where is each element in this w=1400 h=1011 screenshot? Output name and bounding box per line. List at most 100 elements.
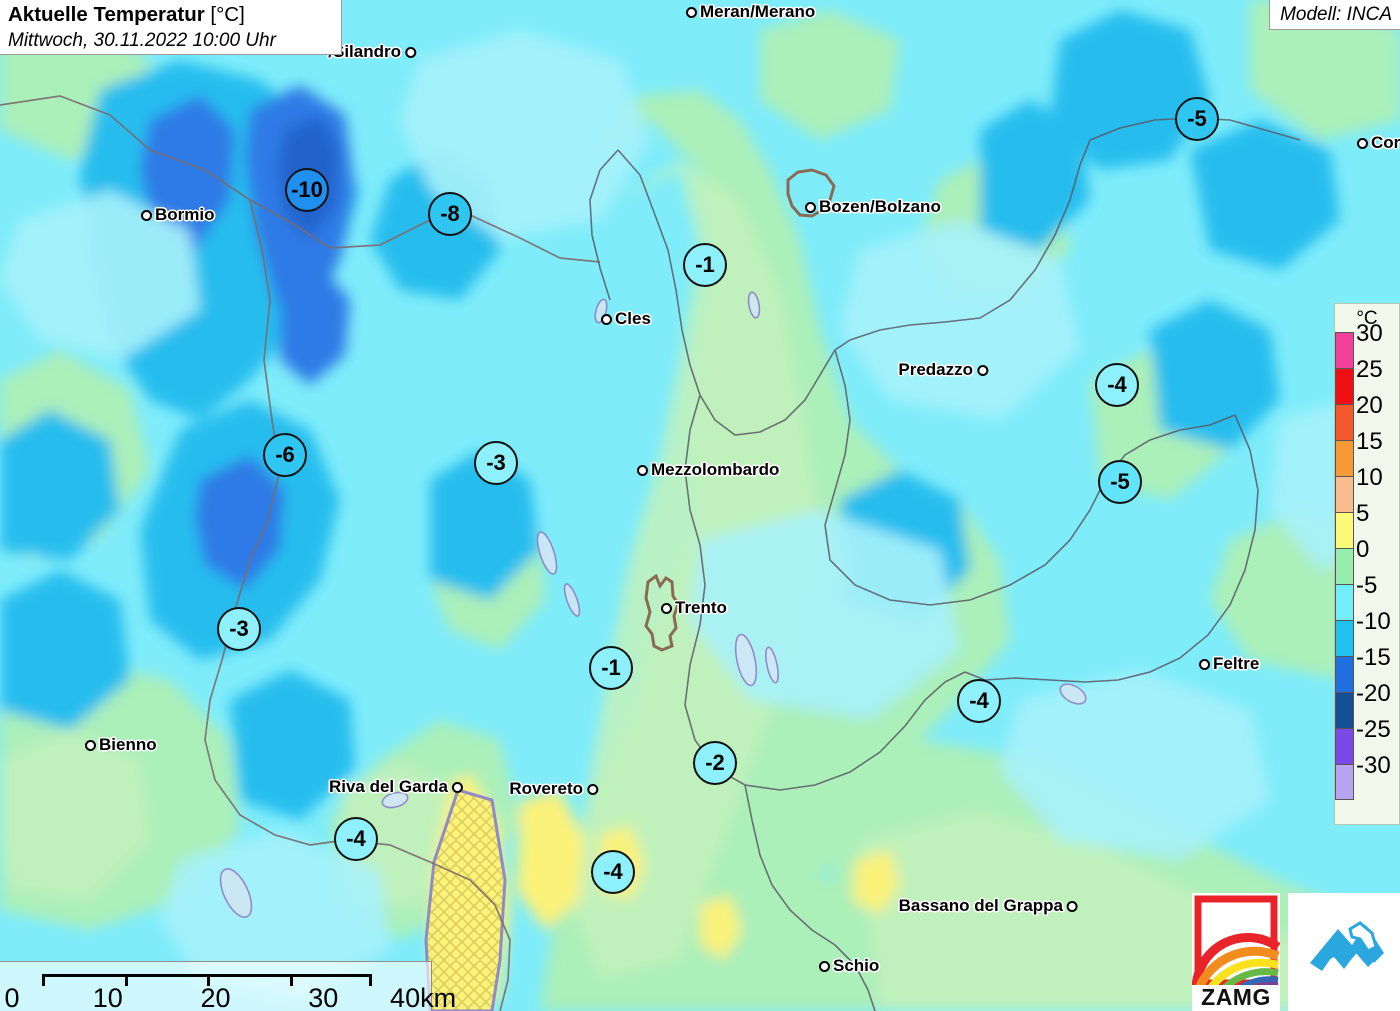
legend-row: -25 <box>1335 718 1399 764</box>
scale-tick <box>207 974 210 986</box>
title-main-text: Aktuelle Temperatur <box>8 3 205 26</box>
temperature-colorbar-legend[interactable]: °C 30 25 20 15 10 5 0 -5 -10 -15 -20 -25 -30 <box>1334 303 1400 825</box>
page-title: Aktuelle Temperatur [°C] <box>8 2 335 28</box>
city-name-text: Rovereto <box>509 779 583 798</box>
legend-color-swatch <box>1335 656 1354 692</box>
legend-color-swatch <box>1335 332 1354 368</box>
city-name-text: Feltre <box>1213 654 1260 673</box>
scale-tick-label: 30 <box>308 983 339 1011</box>
legend-color-swatch <box>1335 404 1354 440</box>
city-marker-icon <box>587 783 598 795</box>
legend-value-label: -15 <box>1356 644 1391 671</box>
city-name-text: Trento <box>675 598 727 617</box>
legend-row: 25 <box>1335 358 1399 404</box>
city-marker-icon <box>405 46 416 58</box>
legend-value-label: 5 <box>1356 500 1370 527</box>
city-label: /Silandro <box>328 43 416 61</box>
legend-color-swatch <box>1335 692 1354 728</box>
city-label: Bassano del Grappa <box>899 897 1078 915</box>
temperature-marker[interactable]: -3 <box>217 607 261 651</box>
city-label: Trento <box>661 599 727 617</box>
city-marker-icon <box>977 364 988 376</box>
scale-tick-label: 20 <box>200 983 231 1011</box>
legend-row: 15 <box>1335 430 1399 476</box>
city-label: Cles <box>601 310 651 328</box>
inca-logo[interactable] <box>1288 893 1400 1011</box>
legend-row: 30 <box>1335 322 1399 368</box>
legend-value-label: 15 <box>1356 428 1383 455</box>
scale-tick-labels: 0 10 20 30 40km <box>0 983 456 1011</box>
city-name-text: Cles <box>615 309 651 328</box>
scale-tick <box>124 974 128 986</box>
city-name-text: Predazzo <box>898 360 973 379</box>
city-name-text: Bienno <box>99 735 157 754</box>
temperature-marker[interactable]: -6 <box>263 433 307 477</box>
temperature-marker[interactable]: -4 <box>957 679 1001 723</box>
zamg-wordmark: ZAMG <box>1201 984 1271 1010</box>
legend-value-label: 20 <box>1356 392 1383 419</box>
city-name-text: Riva del Garda <box>328 777 448 796</box>
legend-color-swatch <box>1335 728 1354 764</box>
map-scale-bar: 0 10 20 30 40km <box>0 961 456 1011</box>
temperature-marker[interactable]: -2 <box>693 741 737 785</box>
legend-color-swatch <box>1335 440 1354 476</box>
legend-value-label: 30 <box>1356 320 1383 347</box>
temperature-marker[interactable]: -10 <box>285 168 329 212</box>
city-marker-icon <box>452 781 463 793</box>
temperature-marker[interactable]: -4 <box>334 817 378 861</box>
legend-value-label: 10 <box>1356 464 1383 491</box>
city-label: Bormio <box>141 206 215 224</box>
map-title-box: Aktuelle Temperatur [°C] Mittwoch, 30.11… <box>0 0 342 55</box>
city-label: Rovereto <box>509 780 598 798</box>
city-marker-icon <box>85 739 96 751</box>
city-boundary-outlines <box>644 168 836 652</box>
legend-row: 20 <box>1335 394 1399 440</box>
legend-color-swatch <box>1335 368 1354 404</box>
zamg-logo[interactable]: ZAMG <box>1192 893 1280 1011</box>
model-label-box: Modell: INCA <box>1269 0 1400 30</box>
temperature-marker[interactable]: -1 <box>589 646 633 690</box>
city-marker-icon <box>819 960 830 972</box>
city-marker-icon <box>1199 658 1210 670</box>
temperature-marker[interactable]: -4 <box>1095 363 1139 407</box>
city-label: Meran/Merano <box>686 3 815 21</box>
legend-row: -5 <box>1335 574 1399 620</box>
city-marker-icon <box>637 464 648 476</box>
scale-tick <box>42 974 45 986</box>
legend-row: 10 <box>1335 466 1399 512</box>
city-marker-icon <box>686 6 697 18</box>
legend-value-label: -10 <box>1356 608 1391 635</box>
city-marker-icon <box>661 602 672 614</box>
temperature-marker[interactable]: -8 <box>428 192 472 236</box>
legend-row: -10 <box>1335 610 1399 656</box>
legend-row: 5 <box>1335 502 1399 548</box>
temperature-marker[interactable]: -5 <box>1098 460 1142 504</box>
scale-tick-label: 0 <box>4 983 20 1011</box>
mountain-icon <box>1310 921 1384 971</box>
temperature-marker[interactable]: -3 <box>474 441 518 485</box>
scale-ruler <box>42 974 372 986</box>
legend-color-swatch <box>1335 620 1354 656</box>
city-name-text: Schio <box>833 956 880 975</box>
city-marker-icon <box>1357 137 1368 149</box>
city-name-text: Bassano del Grappa <box>898 896 1063 915</box>
city-marker-icon <box>805 201 816 213</box>
city-name-text: Meran/Merano <box>700 2 816 21</box>
city-label: Mezzolombardo <box>637 461 779 479</box>
city-name-text: Mezzolombardo <box>651 460 780 479</box>
city-label: Bienno <box>85 736 157 754</box>
city-label: Predazzo <box>898 361 988 379</box>
city-label: Schio <box>819 957 879 975</box>
temperature-marker[interactable]: -1 <box>683 243 727 287</box>
legend-color-swatch <box>1335 476 1354 512</box>
temperature-marker[interactable]: -4 <box>591 850 635 894</box>
city-name-text: Bozen/Bolzano <box>819 197 941 216</box>
legend-row: -15 <box>1335 646 1399 692</box>
legend-row: -30 <box>1335 754 1399 800</box>
temperature-marker[interactable]: -5 <box>1175 97 1219 141</box>
title-timestamp: Mittwoch, 30.11.2022 10:00 Uhr <box>8 30 276 51</box>
city-name-text: /Silandro <box>328 42 401 61</box>
legend-color-swatch <box>1335 764 1354 800</box>
